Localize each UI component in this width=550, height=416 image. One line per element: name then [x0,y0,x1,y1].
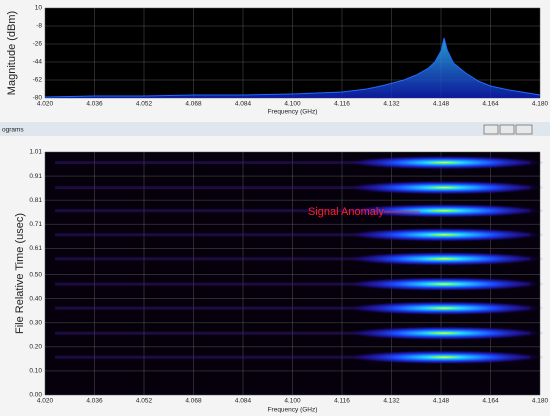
x-tick-label: 4.052 [136,101,153,108]
x-axis-label: Frequency (GHz) [268,407,318,414]
x-tick-label: 4.020 [37,398,54,405]
maximize-button[interactable] [499,124,515,135]
x-tick-label: 4.132 [383,398,400,405]
y-tick-label: 0.40 [29,295,42,302]
annotation: Signal Anomaly [308,206,384,218]
x-tick-label: 4.116 [334,101,350,108]
x-tick-label: 4.164 [482,101,499,108]
x-tick-label: 4.036 [86,101,103,108]
tab-title: ograms [2,127,24,134]
x-tick-label: 4.164 [482,398,499,405]
x-tick-label: 4.036 [86,398,103,405]
x-tick-label: 4.148 [433,101,450,108]
signal-burst [55,326,545,341]
signal-burst [55,251,545,266]
x-tick-label: 4.148 [433,398,450,405]
x-tick-label: 4.084 [235,101,252,108]
burst-trace [55,209,530,213]
burst-trace [55,282,530,286]
minimize-button[interactable] [483,124,499,135]
burst-core [344,251,545,266]
y-tick-label: 0.91 [29,173,42,180]
burst-core [344,326,545,341]
y-tick-label: 0.00 [29,392,42,399]
y-tick-label: 10 [35,5,43,12]
y-tick-label: 0.50 [29,271,42,278]
x-tick-label: 4.180 [532,398,549,405]
y-tick-label: 1.01 [29,149,42,156]
burst-core [344,180,545,195]
y-tick-label: 0.10 [29,368,42,375]
burst-trace [55,233,530,237]
x-tick-label: 4.068 [185,101,202,108]
y-tick-label: -80 [33,95,43,102]
x-axis-label: Frequency (GHz) [268,109,318,116]
signal-burst [55,203,545,218]
burst-trace [55,161,530,165]
x-tick-label: 4.052 [136,398,153,405]
signal-burst [55,301,545,316]
y-tick-label: 0.61 [29,245,42,252]
burst-core [344,301,545,316]
y-tick-label: 0.71 [29,221,42,228]
y-tick-label: -26 [33,41,43,48]
y-tick-label: -62 [33,77,43,84]
y-tick-label: 0.30 [29,320,42,327]
burst-trace [55,331,530,335]
burst-trace [55,306,530,310]
signal-burst [55,350,545,365]
spectrum-line [44,37,541,98]
close-button[interactable] [515,124,533,135]
spectrum-area [45,38,540,98]
y-axis-label: File Relative Time (usec) [14,213,26,334]
tab-bar [0,122,550,136]
x-tick-label: 4.116 [334,398,350,405]
signal-burst [55,277,545,292]
y-tick-label: 0.81 [29,197,42,204]
y-tick-label: -8 [36,23,42,30]
signal-burst [55,227,545,242]
burst-trace [55,355,530,359]
burst-core [344,277,545,292]
burst-core [344,203,545,218]
signal-burst [55,180,545,195]
signal-burst [55,155,545,170]
burst-core [344,155,545,170]
x-tick-label: 4.100 [284,101,301,108]
x-tick-label: 4.132 [383,101,400,108]
x-tick-label: 4.084 [235,398,252,405]
burst-core [344,227,545,242]
y-tick-label: 0.20 [29,344,42,351]
x-tick-label: 4.068 [185,398,202,405]
burst-core [344,350,545,365]
y-tick-label: -44 [33,59,43,66]
burst-trace [55,257,530,261]
burst-trace [55,186,530,190]
x-tick-label: 4.180 [532,101,549,108]
x-tick-label: 4.100 [284,398,301,405]
y-axis-label: Magnitude (dBm) [6,11,18,95]
x-tick-label: 4.020 [37,101,54,108]
